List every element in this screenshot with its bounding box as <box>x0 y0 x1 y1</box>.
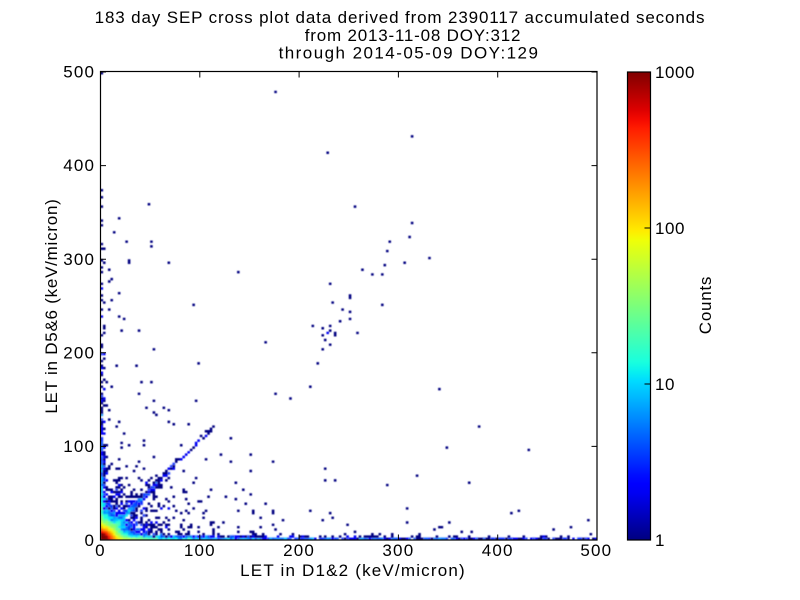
svg-text:0: 0 <box>85 531 96 550</box>
svg-text:500: 500 <box>580 541 612 560</box>
svg-text:from 2013-11-08 DOY:312: from 2013-11-08 DOY:312 <box>305 26 522 45</box>
svg-text:400: 400 <box>63 156 95 175</box>
svg-text:300: 300 <box>63 250 95 269</box>
svg-text:100: 100 <box>184 541 216 560</box>
svg-text:0: 0 <box>95 541 106 560</box>
svg-text:500: 500 <box>63 63 95 82</box>
svg-text:400: 400 <box>482 541 514 560</box>
svg-text:1: 1 <box>655 531 665 550</box>
svg-text:10: 10 <box>655 375 675 394</box>
svg-text:100: 100 <box>63 437 95 456</box>
svg-text:300: 300 <box>382 541 414 560</box>
svg-text:183 day SEP cross plot data de: 183 day SEP cross plot data derived from… <box>95 8 706 27</box>
svg-text:200: 200 <box>63 343 95 362</box>
svg-text:through 2014-05-09 DOY:129: through 2014-05-09 DOY:129 <box>279 44 540 63</box>
svg-text:1000: 1000 <box>655 63 695 82</box>
svg-text:Counts: Counts <box>696 276 715 334</box>
svg-text:LET in D5&6 (keV/micron): LET in D5&6 (keV/micron) <box>42 198 61 413</box>
svg-text:200: 200 <box>283 541 315 560</box>
svg-text:LET in D1&2 (keV/micron): LET in D1&2 (keV/micron) <box>240 561 466 580</box>
svg-text:100: 100 <box>655 219 685 238</box>
